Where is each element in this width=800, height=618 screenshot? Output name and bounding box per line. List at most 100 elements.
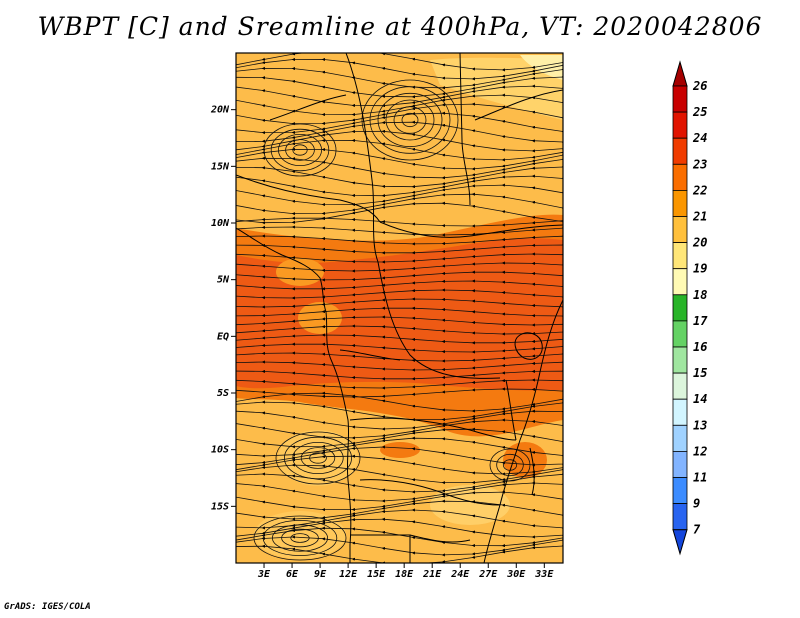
- colorbar-swatch: [672, 163, 688, 191]
- colorbar-label: 7: [693, 523, 701, 537]
- vortex-ring: [292, 144, 308, 156]
- border-1: [345, 53, 379, 263]
- border-4: [379, 221, 563, 238]
- colorbar-swatch: [672, 346, 688, 374]
- streamlines: [236, 53, 563, 563]
- colorbar-label: 24: [692, 131, 707, 145]
- lat-tick-label: 5N: [217, 275, 230, 286]
- vortex-ring: [377, 92, 443, 148]
- colorbar-bottom-arrow: [672, 529, 688, 556]
- vortex-ring: [263, 123, 337, 177]
- border-8: [359, 479, 501, 506]
- vortex-ring: [489, 448, 531, 482]
- streamline: [236, 270, 563, 282]
- lat-tick-label: 10N: [211, 218, 230, 229]
- colorbar-swatch: [672, 137, 688, 165]
- streamline: [236, 216, 563, 228]
- coastlines-borders: [236, 53, 563, 563]
- vortex-ring: [496, 453, 524, 477]
- colorbar-top-arrow: [672, 60, 688, 87]
- lon-tick-label: 27E: [478, 569, 498, 580]
- vortex-ring: [290, 533, 310, 543]
- colorbar-swatch: [672, 477, 688, 505]
- border-10: [409, 534, 471, 543]
- coastline-east-africa: [483, 299, 563, 563]
- colorbar-swatch: [672, 424, 688, 452]
- colorbar-label: 9: [693, 497, 700, 511]
- lon-tick-label: 9E: [314, 569, 327, 580]
- vortex-ring: [385, 99, 435, 141]
- coastline-west-africa: [236, 227, 352, 563]
- lake-malawi: [529, 447, 535, 496]
- streamline: [236, 333, 563, 345]
- vortex-ring: [271, 524, 328, 552]
- vortex-ring: [283, 436, 352, 480]
- latitude-axis: 20N 15N 10N 5N EQ 5S 10S 15S: [210, 105, 236, 512]
- colorbar-label: 18: [693, 288, 707, 302]
- vortex-ring: [309, 452, 327, 464]
- lake-victoria: [514, 332, 543, 360]
- colorbar-label: 12: [693, 444, 707, 458]
- vortex-ring: [401, 112, 419, 128]
- colorbar: 26 25 24 23 22 21 20 19 18 17 16 15 14 13 12 11 9 7: [672, 60, 708, 556]
- colorbar-swatch: [672, 268, 688, 296]
- colorbar-swatch: [672, 398, 688, 426]
- border-12: [269, 94, 347, 121]
- streamline: [236, 297, 563, 309]
- vortex-ring: [262, 520, 338, 557]
- vortex-ring: [275, 431, 361, 485]
- border-5: [377, 261, 501, 379]
- colorbar-label: 19: [693, 262, 707, 276]
- colorbar-label: 14: [693, 392, 707, 406]
- vortex-ring: [292, 441, 344, 474]
- colorbar-label: 26: [692, 79, 707, 93]
- streamline: [236, 225, 563, 237]
- lon-tick-label: 33E: [534, 569, 554, 580]
- lon-tick-label: 21E: [422, 569, 442, 580]
- border-7: [349, 417, 517, 441]
- colorbar-swatch: [672, 111, 688, 139]
- vortex-ring: [281, 528, 319, 548]
- lon-tick-label: 24E: [450, 569, 470, 580]
- map-panel: 20N 15N 10N 5N EQ 5S 10S 15S 3E 6E 9E 12E 15E 18E 21E…: [210, 52, 564, 580]
- lon-tick-label: 6E: [286, 569, 299, 580]
- lon-tick-label: 12E: [339, 569, 358, 580]
- colorbar-swatch: [672, 503, 688, 531]
- lon-tick-label: 18E: [395, 569, 414, 580]
- colorbar-label: 13: [693, 418, 707, 432]
- border-11: [474, 89, 563, 121]
- wbpt-hot-mid: [380, 442, 420, 458]
- lon-tick-label: 30E: [506, 569, 526, 580]
- longitude-axis: 3E 6E 9E 12E 15E 18E 21E 24E 27E 30E 33E: [257, 563, 554, 580]
- colorbar-swatch: [672, 216, 688, 244]
- vortex-ring: [369, 86, 451, 154]
- wbpt-pocket-west: [276, 258, 324, 286]
- border-6: [339, 349, 401, 361]
- chart-title: WBPT [C] and Sreamline at 400hPa, VT: 20…: [37, 12, 763, 41]
- colorbar-label: 17: [693, 314, 708, 328]
- streamline: [236, 261, 563, 273]
- vortex-ring: [300, 447, 336, 469]
- streamline: [236, 342, 563, 354]
- streamline: [236, 351, 563, 363]
- vortex-ring: [253, 515, 347, 561]
- lake-tanganyika: [505, 379, 517, 441]
- colorbar-swatch: [672, 85, 688, 113]
- lat-tick-label: 5S: [217, 388, 229, 399]
- vortex-ring: [285, 139, 315, 161]
- lat-tick-label: 15S: [211, 501, 229, 512]
- lat-tick-label: 15N: [211, 161, 230, 172]
- colorbar-label: 15: [693, 366, 707, 380]
- colorbar-label: 11: [693, 471, 707, 485]
- colorbar-label: 22: [692, 183, 707, 197]
- lat-tick-label: EQ: [217, 331, 229, 342]
- colorbar-swatch: [672, 242, 688, 270]
- colorbar-label: 25: [692, 105, 707, 119]
- colorbar-swatch: [672, 294, 688, 322]
- lon-tick-label: 15E: [367, 569, 386, 580]
- border-2: [459, 53, 471, 206]
- streamline: [236, 544, 563, 563]
- vortex-ring: [361, 79, 459, 161]
- vortex-ring: [277, 133, 322, 166]
- lat-tick-label: 10S: [211, 445, 229, 456]
